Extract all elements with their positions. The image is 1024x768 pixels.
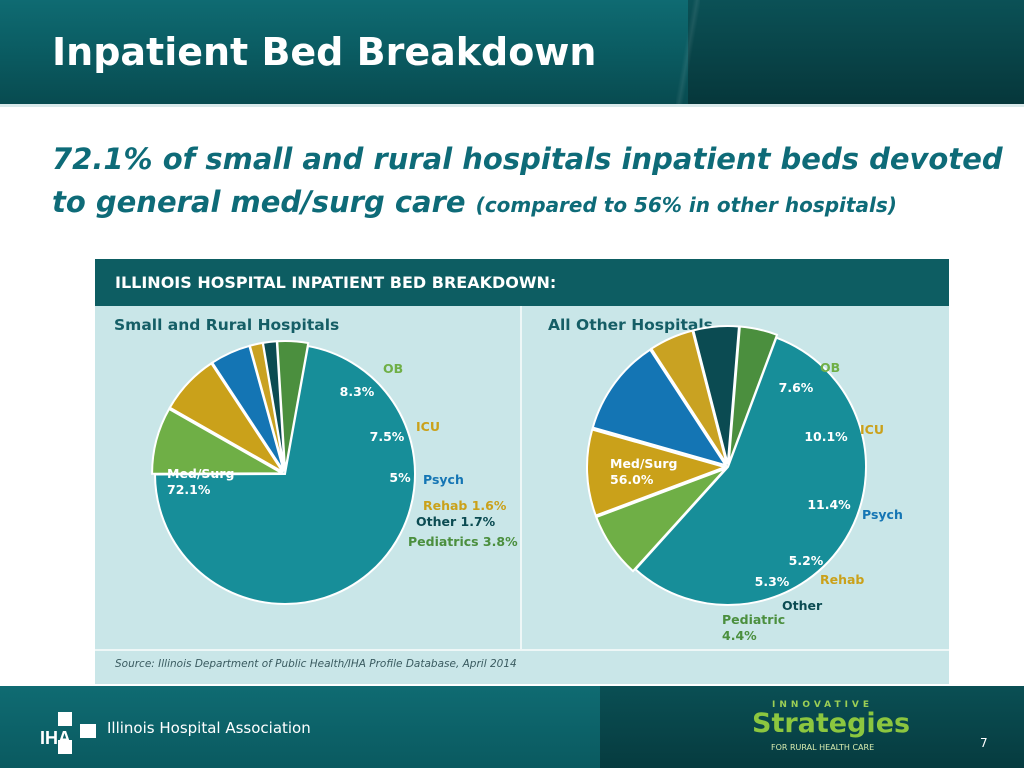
pie-slice-1-ob <box>595 467 727 573</box>
subtitle-note: (compared to 56% in other hospitals) <box>475 193 897 217</box>
category-label-0-3: Psych <box>423 472 464 487</box>
chart-panel-heading: ILLINOIS HOSPITAL INPATIENT BED BREAKDOW… <box>115 273 557 292</box>
category-label-1-3: Psych <box>862 507 903 522</box>
category-label-1-4: Rehab <box>820 572 864 587</box>
slice-label-1-1: 7.6% <box>779 380 814 395</box>
slice-label-0-3: 5% <box>389 470 411 485</box>
chart-title-small-rural: Small and Rural Hospitals <box>114 316 340 334</box>
pie-slice-1-psych <box>591 348 728 467</box>
title-bar-slant <box>676 0 700 104</box>
slice-label-1-3: 11.4% <box>807 497 851 512</box>
category-label-1-5: Other <box>782 598 823 613</box>
organization-name: Illinois Hospital Association <box>107 719 311 737</box>
subtitle-main: 72.1% of small and rural hospitals inpat… <box>52 142 1003 219</box>
slide-title: Inpatient Bed Breakdown <box>52 30 597 74</box>
slice-label-1-4: 5.2% <box>789 553 824 568</box>
slice-label-0-0: Med/Surg <box>167 466 234 481</box>
chart-source-note: Source: Illinois Department of Public He… <box>115 658 517 670</box>
slice-label-1-2: 10.1% <box>804 429 848 444</box>
slice-label-1-6: Pediatric <box>722 612 785 627</box>
slice-label-1-0: Med/Surg <box>610 456 677 471</box>
slice-label-1-6: 4.4% <box>722 628 757 643</box>
category-label-1-2: ICU <box>860 422 884 437</box>
slide-subtitle: 72.1% of small and rural hospitals inpat… <box>52 138 1012 227</box>
pie-slice-1-med-surg <box>634 336 867 606</box>
slice-label-0-2: 7.5% <box>370 429 405 444</box>
category-label-0-1: OB <box>383 361 403 376</box>
slice-label-1-0: 56.0% <box>610 472 654 487</box>
chart-footer-rule <box>95 649 949 651</box>
iha-logo-text: IHA <box>40 728 71 748</box>
pie-slice-0-med-surg <box>153 344 416 605</box>
chart-panel-header <box>95 259 949 306</box>
page-number: 7 <box>980 736 988 750</box>
pie-slice-1-rehab <box>649 329 728 465</box>
slice-label-0-4: Rehab 1.6% <box>423 498 507 513</box>
chart-title-all-other: All Other Hospitals <box>548 316 713 334</box>
pie-slice-0-icu <box>168 361 284 473</box>
brand-tagline-top: INNOVATIVE <box>772 700 874 710</box>
footer-bar-accent <box>600 686 1024 768</box>
brand-name: Strategies <box>752 708 911 739</box>
pie-slice-0-pediatrics <box>276 340 310 472</box>
title-bar-accent <box>688 0 1024 104</box>
pie-slice-1-pediatric <box>727 325 779 465</box>
slice-label-0-1: 8.3% <box>340 384 375 399</box>
slice-label-0-5: Other 1.7% <box>416 514 496 529</box>
slice-label-0-0: 72.1% <box>167 482 211 497</box>
pie-slice-1-icu <box>586 428 729 517</box>
chart-divider <box>520 306 522 649</box>
slice-label-0-6: Pediatrics 3.8% <box>408 534 518 549</box>
brand-tagline-bottom: FOR RURAL HEALTH CARE <box>771 743 875 752</box>
iha-logo-icon: IHA <box>40 712 96 754</box>
category-label-0-2: ICU <box>416 419 440 434</box>
pie-slice-0-ob <box>151 407 286 475</box>
title-bar-rule <box>0 104 1024 107</box>
slice-label-1-5: 5.3% <box>755 574 790 589</box>
category-label-1-1: OB <box>820 360 840 375</box>
